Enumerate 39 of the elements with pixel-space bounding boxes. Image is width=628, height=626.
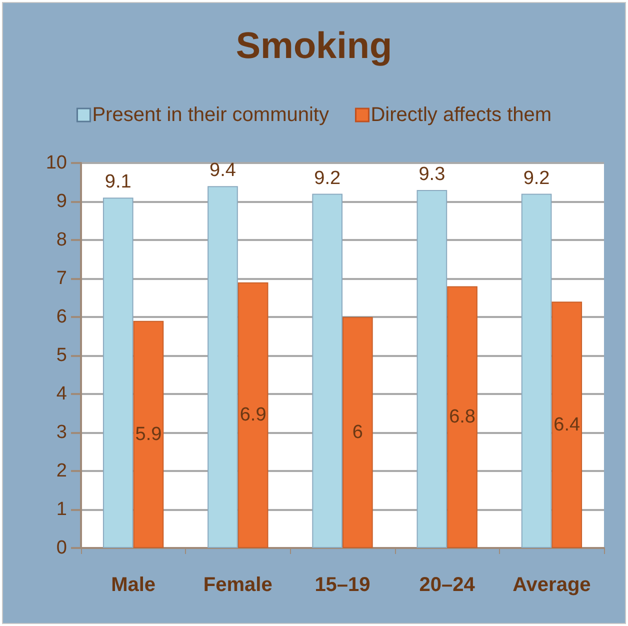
legend-label: Present in their community xyxy=(92,104,329,126)
y-tick-label: 5 xyxy=(56,345,67,366)
y-tick-label: 6 xyxy=(56,306,67,328)
y-tick-label: 3 xyxy=(56,422,67,443)
bar xyxy=(521,194,552,548)
chart-title: Smoking xyxy=(236,25,392,66)
data-label: 9.3 xyxy=(418,164,446,185)
x-tick-label: 20–24 xyxy=(419,574,476,596)
bar xyxy=(238,282,268,548)
y-tick-label: 2 xyxy=(56,460,67,482)
x-tick-label: Female xyxy=(203,574,272,596)
bar xyxy=(552,302,582,548)
bar xyxy=(416,190,448,548)
y-tick-label: 0 xyxy=(56,538,67,558)
data-label: 5.9 xyxy=(135,424,162,445)
y-tick-label: 8 xyxy=(56,230,67,250)
data-label: 6.8 xyxy=(449,406,476,428)
data-label: 6.4 xyxy=(554,414,580,436)
y-tick-label: 4 xyxy=(56,384,68,404)
data-label: 9.2 xyxy=(523,168,550,189)
bar xyxy=(342,317,373,548)
y-tick-label: 7 xyxy=(56,268,67,289)
data-label: 9.1 xyxy=(104,172,132,193)
data-label: 9.4 xyxy=(210,160,236,182)
data-label: 6.9 xyxy=(240,404,266,426)
y-tick-label: 1 xyxy=(56,499,67,520)
data-label: 9.2 xyxy=(314,168,341,189)
bar xyxy=(133,320,164,548)
data-label: 6 xyxy=(352,422,363,443)
bar xyxy=(312,194,342,548)
legend-label: Directly affects them xyxy=(370,104,552,126)
y-tick-label: 9 xyxy=(56,191,67,212)
bar xyxy=(102,198,134,548)
x-tick-label: 15–19 xyxy=(314,574,370,596)
x-tick-label: Average xyxy=(512,574,591,596)
y-tick-label: 10 xyxy=(46,152,67,174)
bar xyxy=(447,286,478,548)
x-tick-label: Male xyxy=(111,574,156,596)
bar xyxy=(208,186,238,548)
